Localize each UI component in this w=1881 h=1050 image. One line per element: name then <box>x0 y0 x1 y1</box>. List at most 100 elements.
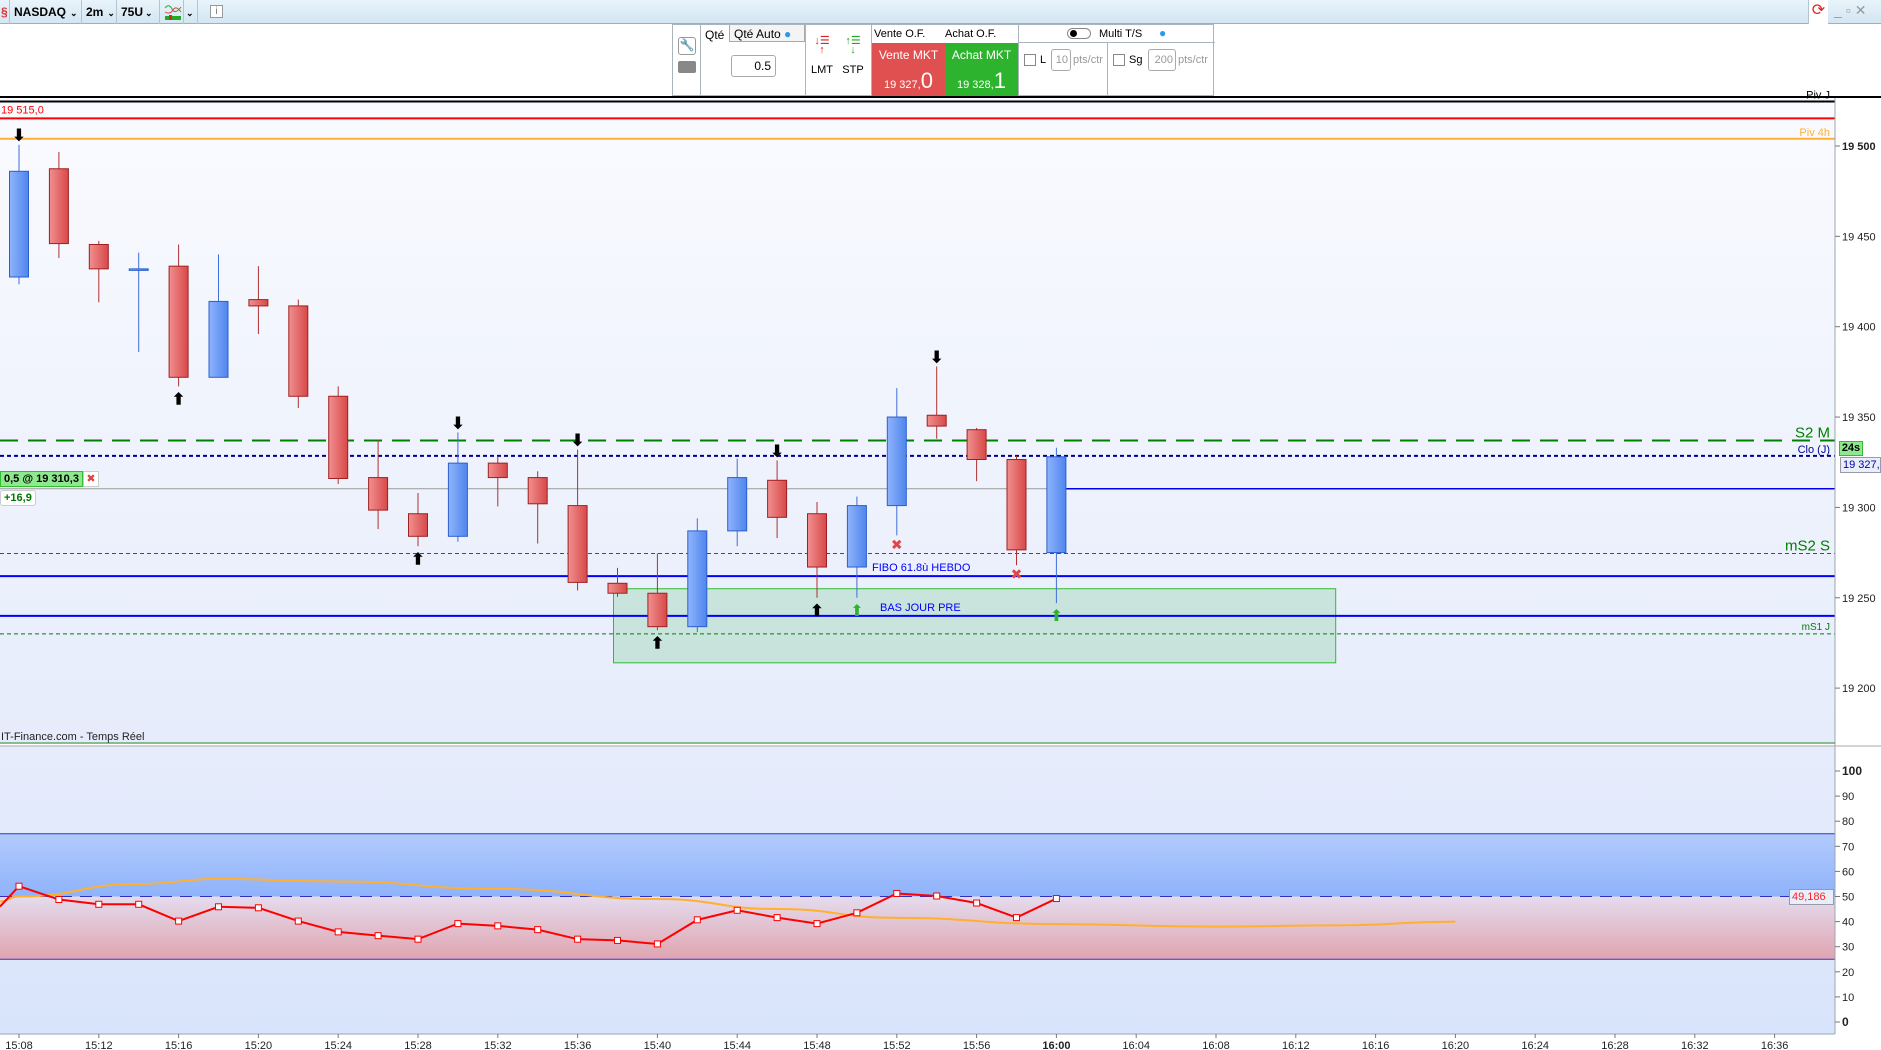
units-selector[interactable]: 75U ⌄ <box>117 0 160 24</box>
level-label: Piv J <box>1806 90 1830 102</box>
rsi-value-tag: 49,186 <box>1789 889 1834 905</box>
chat-bubble-icon: ● <box>1159 26 1167 40</box>
candle-body <box>447 462 468 537</box>
level-label: Clo (J) <box>1798 444 1830 456</box>
sell-order-flow-link[interactable]: Vente O.F. <box>874 28 926 40</box>
red-cross-icon: ✖ <box>891 536 903 552</box>
time-tick-label: 16:36 <box>1761 1040 1789 1050</box>
rsi-tick-label: 90 <box>1842 791 1854 803</box>
time-tick-label: 15:52 <box>883 1040 911 1050</box>
green-buy-arrow-icon: ⬆ <box>1050 608 1063 625</box>
rsi-point <box>773 914 781 922</box>
gain-checkbox[interactable] <box>1113 54 1125 66</box>
time-tick-label: 15:44 <box>723 1040 751 1050</box>
qty-auto-tab[interactable]: Qté Auto ● <box>729 25 805 42</box>
indicator-button[interactable] <box>160 0 184 24</box>
position-tag-group: 0,5 @ 19 310,3 ✖ <box>0 471 99 487</box>
position-tag[interactable]: 0,5 @ 19 310,3 <box>0 471 83 487</box>
rsi-point <box>454 920 462 928</box>
buy-price-last-digit: 1 <box>993 68 1006 93</box>
rsi-point <box>215 903 222 911</box>
rsi-point <box>574 935 582 943</box>
quantity-cell: Qté Qté Auto ● 0.5 <box>701 25 806 95</box>
gain-points-input[interactable]: 200 <box>1148 49 1176 71</box>
time-tick-label: 16:28 <box>1601 1040 1629 1050</box>
rsi-moving-average-line <box>0 877 1456 928</box>
wrench-icon[interactable]: 🔧 <box>678 37 696 55</box>
support-zone <box>613 588 1337 664</box>
app-logo-icon: § <box>0 0 10 24</box>
buy-market-button[interactable]: Achat MKT 19 328,1 <box>945 43 1018 96</box>
stop-order-button[interactable]: ↑☰ ↓ STP <box>842 36 864 89</box>
order-panel: 🔧 Qté Qté Auto ● 0.5 ↓☰ ↑ LMT ↑☰ ↓ STP Vente… <box>672 24 1215 96</box>
rsi-point <box>653 940 661 948</box>
sell-market-button[interactable]: Vente MKT 19 327,0 <box>872 43 945 96</box>
candle-body <box>128 268 149 271</box>
refresh-icon[interactable]: ⟳ <box>1808 0 1828 24</box>
level-label: Piv 4h <box>1799 127 1830 139</box>
rsi-point <box>733 906 741 914</box>
price-pane-background <box>0 98 1835 744</box>
candle-body <box>607 582 628 594</box>
candle-body <box>846 505 867 568</box>
sell-signal-arrow-icon: ⬇ <box>770 443 783 460</box>
timeframe-selector[interactable]: 2m ⌄ <box>82 0 117 24</box>
loss-checkbox[interactable] <box>1024 54 1036 66</box>
indicator-dropdown[interactable]: ⌄ <box>184 0 198 24</box>
buy-signal-arrow-icon: ⬆ <box>411 551 424 568</box>
candle-body <box>687 530 708 628</box>
buy-order-flow-link[interactable]: Achat O.F. <box>945 28 997 40</box>
data-source-label: IT-Finance.com - Temps Réel <box>1 731 144 743</box>
sell-price: 19 327, <box>884 79 921 91</box>
rsi-point <box>135 900 143 908</box>
time-tick-label: 15:20 <box>245 1040 273 1050</box>
pts-unit-label: pts/ctr <box>1073 54 1103 66</box>
limit-order-icon: ↓☰ ↑ <box>814 35 830 56</box>
gain-cell: Sg 200 pts/ctr <box>1108 43 1215 96</box>
time-tick-label: 15:56 <box>963 1040 991 1050</box>
window-controls[interactable]: _▫✕ <box>1834 2 1871 19</box>
close-icon[interactable]: ✕ <box>1854 2 1871 18</box>
order-flow-header: Vente O.F. Achat O.F. <box>872 25 1018 43</box>
time-tick-label: 15:36 <box>564 1040 592 1050</box>
buy-price: 19 328, <box>957 79 994 91</box>
timeframe-label: 2m <box>86 5 104 19</box>
l-label: L <box>1040 54 1047 66</box>
qty-input[interactable]: 0.5 <box>731 55 776 77</box>
qty-tab[interactable]: Qté <box>705 28 725 42</box>
loss-points-input[interactable]: 10 <box>1051 49 1071 71</box>
multi-ts-toggle[interactable] <box>1067 28 1091 39</box>
rsi-point <box>55 896 63 904</box>
symbol-selector[interactable]: NASDAQ ⌄ <box>10 0 82 24</box>
price-tick-label: 19 300 <box>1842 502 1876 514</box>
candle-body <box>647 592 668 628</box>
level-label: BAS JOUR PRE <box>880 602 961 614</box>
tools-cell: 🔧 <box>673 25 701 95</box>
rsi-tick-label: 100 <box>1842 764 1862 778</box>
time-tick-label: 16:24 <box>1521 1040 1549 1050</box>
rsi-overbought-band <box>0 833 1835 897</box>
sell-price-last-digit: 0 <box>920 68 933 93</box>
time-tick-label: 16:12 <box>1282 1040 1310 1050</box>
level-label: FIBO 61.8ù HEBDO <box>872 562 971 574</box>
chevron-down-icon: ⌄ <box>186 8 194 18</box>
keyboard-icon[interactable] <box>678 61 696 73</box>
price-tick-label: 19 250 <box>1842 593 1876 605</box>
minimize-icon[interactable]: _ <box>1834 2 1846 18</box>
time-tick-label: 15:24 <box>324 1040 352 1050</box>
candle-body <box>9 170 29 278</box>
position-pnl: +16,9 <box>0 490 36 506</box>
time-tick-label: 16:20 <box>1442 1040 1470 1050</box>
lmt-label: LMT <box>811 64 833 76</box>
price-tick-label: 19 200 <box>1842 683 1876 695</box>
restore-icon[interactable]: ▫ <box>1845 2 1855 18</box>
rsi-point <box>1052 895 1060 903</box>
buy-signal-arrow-icon: ⬆ <box>172 391 185 408</box>
rsi-tick-label: 40 <box>1842 917 1854 929</box>
info-icon[interactable]: i <box>210 5 223 18</box>
limit-order-button[interactable]: ↓☰ ↑ LMT <box>811 35 833 89</box>
close-position-icon[interactable]: ✖ <box>82 471 99 487</box>
sell-signal-arrow-icon: ⬇ <box>571 433 584 450</box>
stp-label: STP <box>842 64 864 76</box>
